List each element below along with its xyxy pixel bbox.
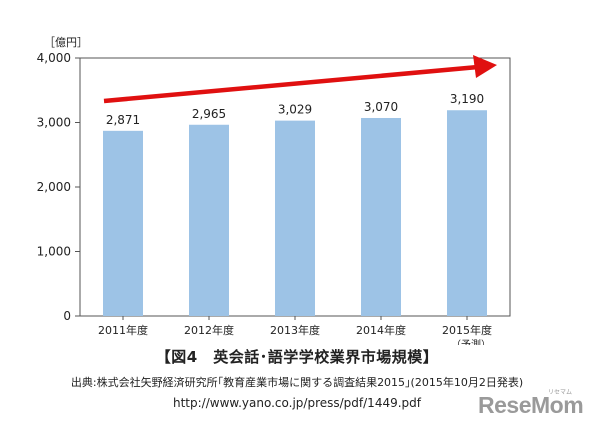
y-axis: 0 1,000 2,000 3,000 4,000	[37, 51, 80, 323]
bars: 2,871 2,965 3,029 3,070 3,190	[103, 92, 487, 317]
resemom-logo-kana: リセマム	[548, 389, 573, 396]
trend-arrow-shaft	[103, 64, 479, 104]
resemom-logo: ReseMom	[478, 392, 584, 418]
bar	[103, 130, 143, 316]
y-tick-label: 2,000	[37, 180, 71, 194]
source-note: 出典:株式会社矢野経済研究所｢教育産業市場に関する調査結果2015｣(2015年…	[70, 376, 524, 389]
x-tick-label: 2011年度	[98, 323, 148, 337]
x-tick-label: 2012年度	[184, 323, 234, 337]
y-tick-label: 1,000	[37, 245, 71, 259]
x-axis: 2011年度 2012年度 2013年度 2014年度 2015年度（予測）	[98, 316, 492, 345]
bar-value-label: 2,871	[106, 113, 140, 127]
x-tick-note: （予測）	[451, 338, 491, 345]
x-tick-label: 2015年度	[442, 323, 492, 337]
y-tick-label: 4,000	[37, 51, 71, 65]
x-tick-label: 2014年度	[356, 323, 406, 337]
y-tick-label: 0	[63, 309, 71, 323]
bar	[275, 120, 315, 316]
y-tick-label: 3,000	[37, 116, 71, 130]
bar	[447, 110, 487, 317]
bar	[189, 124, 229, 316]
bar	[361, 117, 401, 316]
trend-arrow	[103, 55, 497, 104]
trend-arrow-head-icon	[473, 55, 497, 78]
source-url: http://www.yano.co.jp/press/pdf/1449.pdf	[173, 396, 421, 410]
bar-chart: ［億円］ 0 1,000 2,000 3,000 4,000 2,871 2,965 3,0…	[37, 36, 511, 345]
x-tick-label: 2013年度	[270, 323, 320, 337]
bar-value-label: 3,070	[364, 100, 398, 114]
bar-value-label: 3,029	[278, 103, 312, 117]
bar-value-label: 2,965	[192, 107, 226, 121]
y-axis-unit-label: ［億円］	[44, 36, 88, 49]
figure-title: 【図4 英会話･語学学校業界市場規模】	[155, 348, 439, 366]
bar-value-label: 3,190	[450, 92, 484, 106]
